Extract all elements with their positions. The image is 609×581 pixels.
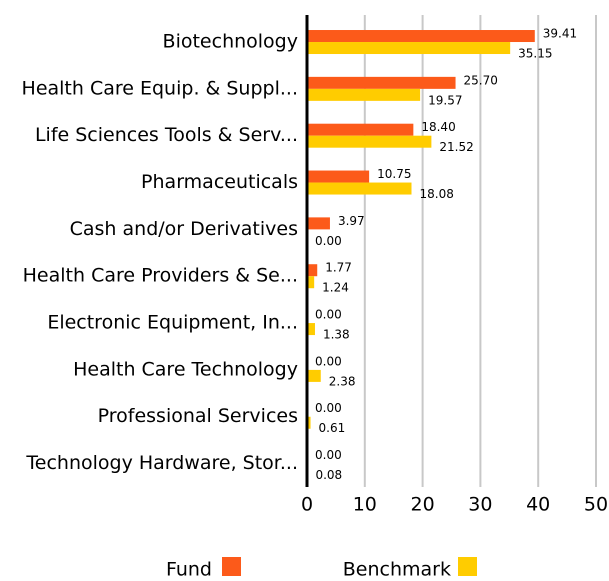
bar <box>307 182 412 195</box>
value-label: 0.00 <box>315 308 342 322</box>
legend-label: Benchmark <box>343 559 451 581</box>
bar <box>307 369 321 382</box>
legend-label: Fund <box>166 559 212 581</box>
value-label: 0.08 <box>315 468 342 482</box>
category-label: Electronic Equipment, In... <box>47 312 298 334</box>
bar <box>307 123 414 136</box>
value-label: 39.41 <box>543 27 577 41</box>
category-label: Professional Services <box>98 405 298 427</box>
value-label: 18.40 <box>421 120 455 134</box>
category-label: Health Care Technology <box>73 358 298 380</box>
x-tick-label: 50 <box>584 494 608 516</box>
legend-swatch <box>458 557 477 576</box>
value-label: 3.97 <box>338 214 365 228</box>
category-label: Biotechnology <box>163 31 298 53</box>
value-label: 1.38 <box>323 328 350 342</box>
x-tick-label: 0 <box>301 494 313 516</box>
value-label: 25.70 <box>464 73 498 87</box>
bar <box>307 88 421 101</box>
value-label: 0.00 <box>315 354 342 368</box>
value-label: 0.61 <box>319 421 346 435</box>
x-tick-label: 20 <box>411 494 435 516</box>
bar <box>307 276 315 289</box>
value-label: 18.08 <box>420 187 454 201</box>
bar <box>307 416 311 429</box>
bar <box>307 264 318 277</box>
bar <box>307 42 511 55</box>
value-label: 0.00 <box>315 448 342 462</box>
category-label: Technology Hardware, Stor... <box>25 452 298 474</box>
value-label: 35.15 <box>518 47 552 61</box>
bar <box>307 170 370 183</box>
bar <box>307 135 432 148</box>
bar <box>307 30 535 43</box>
value-label: 19.57 <box>428 93 462 107</box>
value-label: 0.00 <box>315 234 342 248</box>
value-label: 10.75 <box>377 167 411 181</box>
category-label: Health Care Equip. & Suppl... <box>22 77 298 99</box>
bar <box>307 76 456 89</box>
bar <box>307 217 330 230</box>
value-label: 0.00 <box>315 401 342 415</box>
legend-swatch <box>222 557 241 576</box>
category-label: Pharmaceuticals <box>141 171 298 193</box>
value-label: 2.38 <box>329 374 356 388</box>
value-label: 1.24 <box>322 281 349 295</box>
bar <box>307 323 315 336</box>
value-label: 1.77 <box>325 261 352 275</box>
value-label: 21.52 <box>439 140 473 154</box>
x-tick-label: 40 <box>526 494 550 516</box>
x-tick-label: 10 <box>353 494 377 516</box>
category-label: Cash and/or Derivatives <box>70 218 298 240</box>
category-label: Life Sciences Tools & Serv... <box>35 124 298 146</box>
x-tick-label: 30 <box>468 494 492 516</box>
category-label: Health Care Providers & Se... <box>23 265 298 287</box>
